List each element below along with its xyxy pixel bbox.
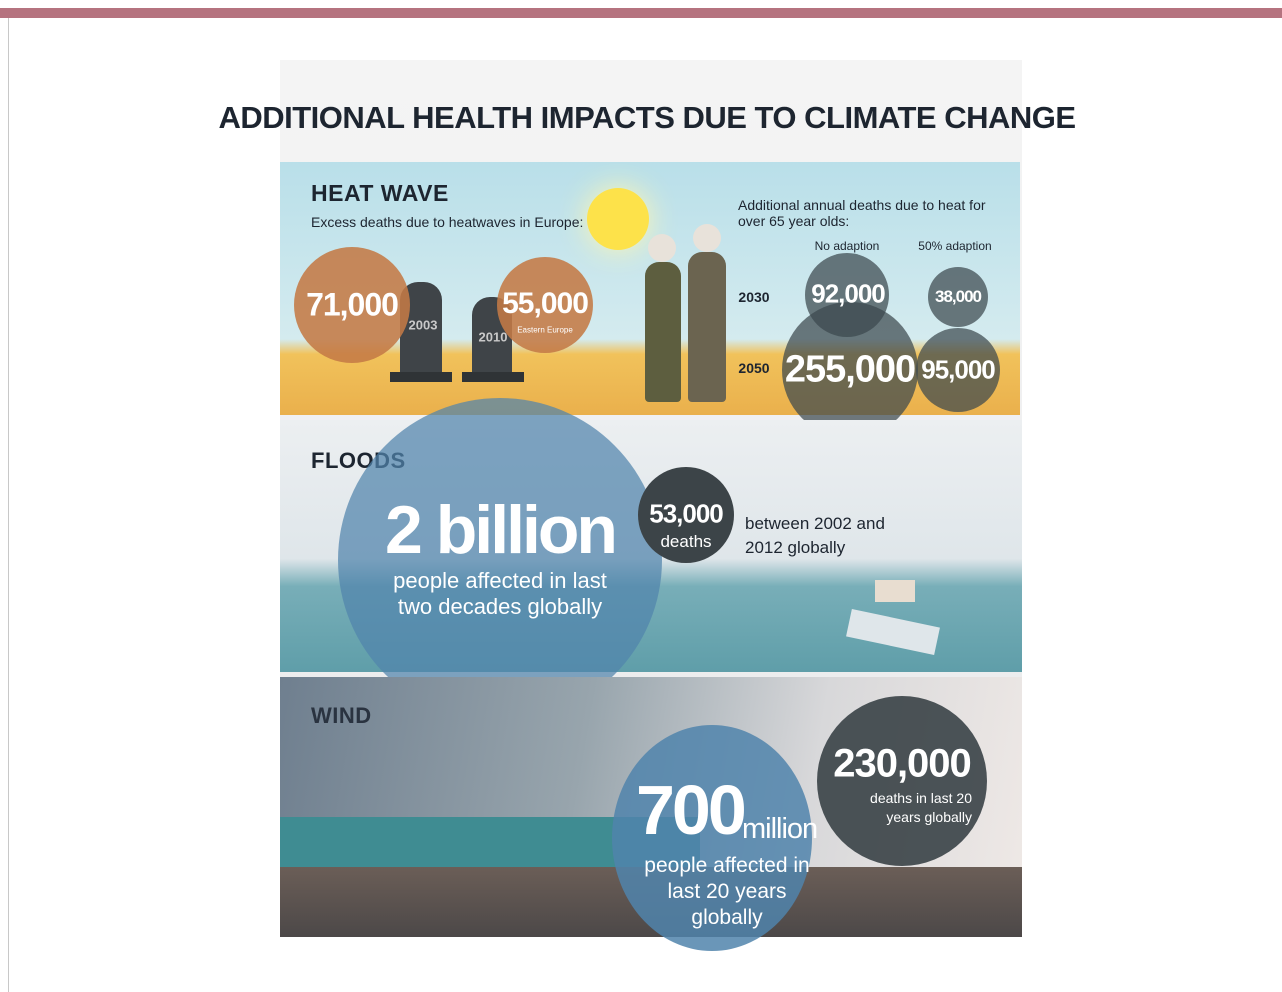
left-border [8,18,9,992]
value: 700 [636,770,744,850]
value: 92,000 [811,279,885,310]
year: 2010 [479,330,508,345]
value: 53,000 [649,499,723,530]
woman-head [648,234,676,262]
unit: deaths [660,532,711,552]
row-label: 2030 [738,289,769,305]
tombstone-base [462,372,524,382]
description: deaths in last 20 years globally [838,789,972,827]
description: people affected in last 20 years globall… [632,853,822,931]
value: 71,000 [306,287,398,324]
man-head [693,224,721,252]
value: 55,000 [502,287,588,321]
tombstone-base [390,372,452,382]
man [688,252,726,402]
value: 38,000 [935,287,981,307]
description: people affected in last two decades glob… [375,568,625,620]
value: 230,000 [833,742,971,787]
column-label: 50% adaption [918,239,991,253]
heat-wave-subtitle: Excess deaths due to heatwaves in Europe… [311,214,583,230]
year: 2003 [409,318,438,333]
wind-heading: WIND [311,703,372,729]
row-label: 2050 [738,360,769,376]
description: between 2002 and 2012 globally [745,512,905,560]
value: 95,000 [921,355,995,386]
elderly-heading: Additional annual deaths due to heat for… [738,197,998,229]
value: 2 billion [385,491,615,569]
top-bar [0,8,1282,18]
heat-wave-heading: HEAT WAVE [311,180,449,207]
unit: million [742,813,817,846]
sun [587,188,649,250]
house [875,580,915,602]
column-label: No adaption [815,239,880,253]
page: ADDITIONAL HEALTH IMPACTS DUE TO CLIMATE… [0,0,1282,992]
value: 255,000 [785,349,915,392]
title: ADDITIONAL HEALTH IMPACTS DUE TO CLIMATE… [218,100,1075,136]
woman [645,262,681,402]
note: Eastern Europe [517,326,573,335]
